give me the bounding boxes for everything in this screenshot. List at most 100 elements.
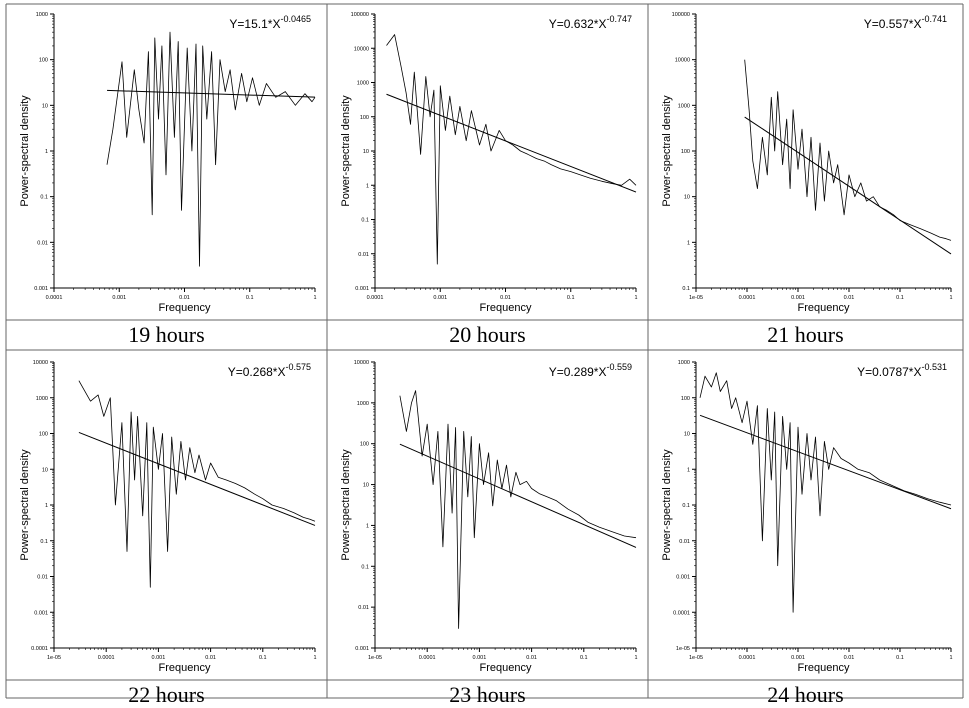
y-tick-label: 0.01	[37, 575, 48, 581]
x-tick-label: 0.0001	[46, 295, 63, 301]
y-tick-label: 100000	[672, 12, 690, 18]
chart-caption: 19 hours	[128, 322, 205, 347]
x-tick-label: 0.001	[112, 295, 126, 301]
fit-equation-exponent: -0.531	[921, 362, 947, 372]
y-tick-label: 10	[363, 149, 369, 155]
y-tick-label: 100	[39, 432, 48, 438]
fit-equation: Y=0.0787*X-0.531	[857, 362, 947, 379]
y-tick-label: 0.01	[679, 539, 690, 545]
x-tick-label: 0.1	[259, 655, 267, 661]
fit-equation: Y=0.289*X-0.559	[549, 362, 632, 379]
x-tick-label: 1	[313, 655, 316, 661]
fit-equation-exponent: -0.747	[606, 14, 632, 24]
y-tick-label: 100	[681, 149, 690, 155]
fit-equation: Y=0.557*X-0.741	[864, 14, 947, 31]
x-tick-label: 1e-05	[47, 655, 61, 661]
fit-equation-base: Y=0.557*X	[864, 17, 922, 31]
x-tick-label: 0.01	[844, 655, 855, 661]
fit-equation-base: Y=0.632*X	[549, 17, 607, 31]
y-tick-label: 0.1	[361, 218, 369, 224]
y-tick-label: 0.001	[355, 646, 369, 652]
fit-line	[699, 414, 952, 510]
y-tick-label: 100	[360, 115, 369, 121]
psd-chart: 1e-05 0.0001 0.001 0.01 0.1 1 0.1 1 10 100 1000 100…	[661, 12, 953, 314]
y-tick-label: 0.001	[676, 575, 690, 581]
y-axis-label: Power-spectral density	[19, 95, 31, 207]
x-axis-label: Frequency	[480, 302, 532, 314]
y-tick-label: 0.0001	[673, 610, 690, 616]
psd-series-line	[106, 31, 316, 267]
fit-equation: Y=0.632*X-0.747	[549, 14, 632, 31]
y-tick-label: 100	[681, 396, 690, 402]
y-tick-label: 0.01	[358, 252, 369, 258]
x-tick-label: 0.1	[567, 295, 575, 301]
y-axis-label: Power-spectral density	[661, 95, 673, 207]
x-tick-label: 0.01	[500, 295, 511, 301]
y-axis-label: Power-spectral density	[19, 449, 31, 561]
y-tick-label: 1	[687, 240, 690, 246]
psd-series-line	[744, 59, 952, 241]
y-tick-label: 1	[366, 183, 369, 189]
y-tick-label: 0.001	[34, 286, 48, 292]
x-tick-label: 0.001	[473, 655, 487, 661]
fit-line	[78, 432, 316, 526]
fit-equation-base: Y=0.268*X	[228, 365, 286, 379]
x-tick-label: 1	[313, 295, 316, 301]
y-tick-label: 1	[45, 503, 48, 509]
y-tick-label: 0.001	[34, 610, 48, 616]
y-tick-label: 10	[363, 483, 369, 489]
x-tick-label: 0.001	[791, 655, 805, 661]
y-tick-label: 10	[42, 103, 48, 109]
x-tick-label: 0.0001	[739, 295, 756, 301]
y-tick-label: 1000	[678, 103, 690, 109]
psd-chart: 0.0001 0.001 0.01 0.1 1 0.001 0.01 0.1 1 10 100 100…	[19, 12, 317, 314]
y-tick-label: 1	[45, 149, 48, 155]
y-tick-label: 10	[684, 432, 690, 438]
x-tick-label: 0.1	[896, 655, 904, 661]
fit-equation-base: Y=0.0787*X	[857, 365, 921, 379]
x-axis-label: Frequency	[798, 662, 850, 674]
fit-line	[744, 116, 952, 255]
y-tick-label: 0.1	[682, 503, 690, 509]
y-tick-label: 1	[366, 523, 369, 529]
x-tick-label: 1	[949, 295, 952, 301]
psd-series-line	[386, 34, 637, 265]
x-axis-label: Frequency	[798, 302, 850, 314]
x-tick-label: 0.001	[152, 655, 166, 661]
chart-caption: 20 hours	[449, 322, 526, 347]
fit-line	[399, 443, 637, 548]
fit-line	[107, 89, 316, 98]
y-tick-label: 0.0001	[31, 646, 48, 652]
fit-equation-base: Y=15.1*X	[229, 17, 280, 31]
y-tick-label: 10000	[354, 46, 369, 52]
x-axis-label: Frequency	[480, 662, 532, 674]
y-tick-label: 0.1	[40, 195, 48, 201]
chart-caption: 24 hours	[767, 682, 844, 707]
y-tick-label: 0.1	[361, 564, 369, 570]
y-axis-label: Power-spectral density	[340, 95, 352, 207]
x-axis-label: Frequency	[159, 662, 211, 674]
y-tick-label: 1e-05	[676, 646, 690, 652]
y-tick-label: 10	[42, 467, 48, 473]
y-axis-label: Power-spectral density	[661, 449, 673, 561]
y-tick-label: 1000	[36, 12, 48, 18]
x-tick-label: 0.1	[246, 295, 254, 301]
y-tick-label: 10000	[354, 360, 369, 366]
fit-equation-exponent: -0.575	[285, 362, 311, 372]
y-axis-label: Power-spectral density	[340, 449, 352, 561]
fit-equation-exponent: -0.559	[606, 362, 632, 372]
psd-chart: 1e-05 0.0001 0.001 0.01 0.1 1 1e-05 0.0001 0.001…	[661, 360, 953, 674]
x-tick-label: 0.01	[179, 295, 190, 301]
y-tick-label: 1000	[678, 360, 690, 366]
chart-caption: 21 hours	[767, 322, 844, 347]
x-tick-label: 1	[949, 655, 952, 661]
psd-chart: 1e-05 0.0001 0.001 0.01 0.1 1 0.0001 0.001 0.01 0…	[19, 360, 317, 674]
y-tick-label: 100	[39, 58, 48, 64]
y-tick-label: 100	[360, 442, 369, 448]
x-tick-label: 0.1	[896, 295, 904, 301]
y-tick-label: 100000	[351, 12, 369, 18]
x-tick-label: 0.01	[526, 655, 537, 661]
x-tick-label: 1e-05	[689, 295, 703, 301]
y-tick-label: 0.01	[37, 240, 48, 246]
